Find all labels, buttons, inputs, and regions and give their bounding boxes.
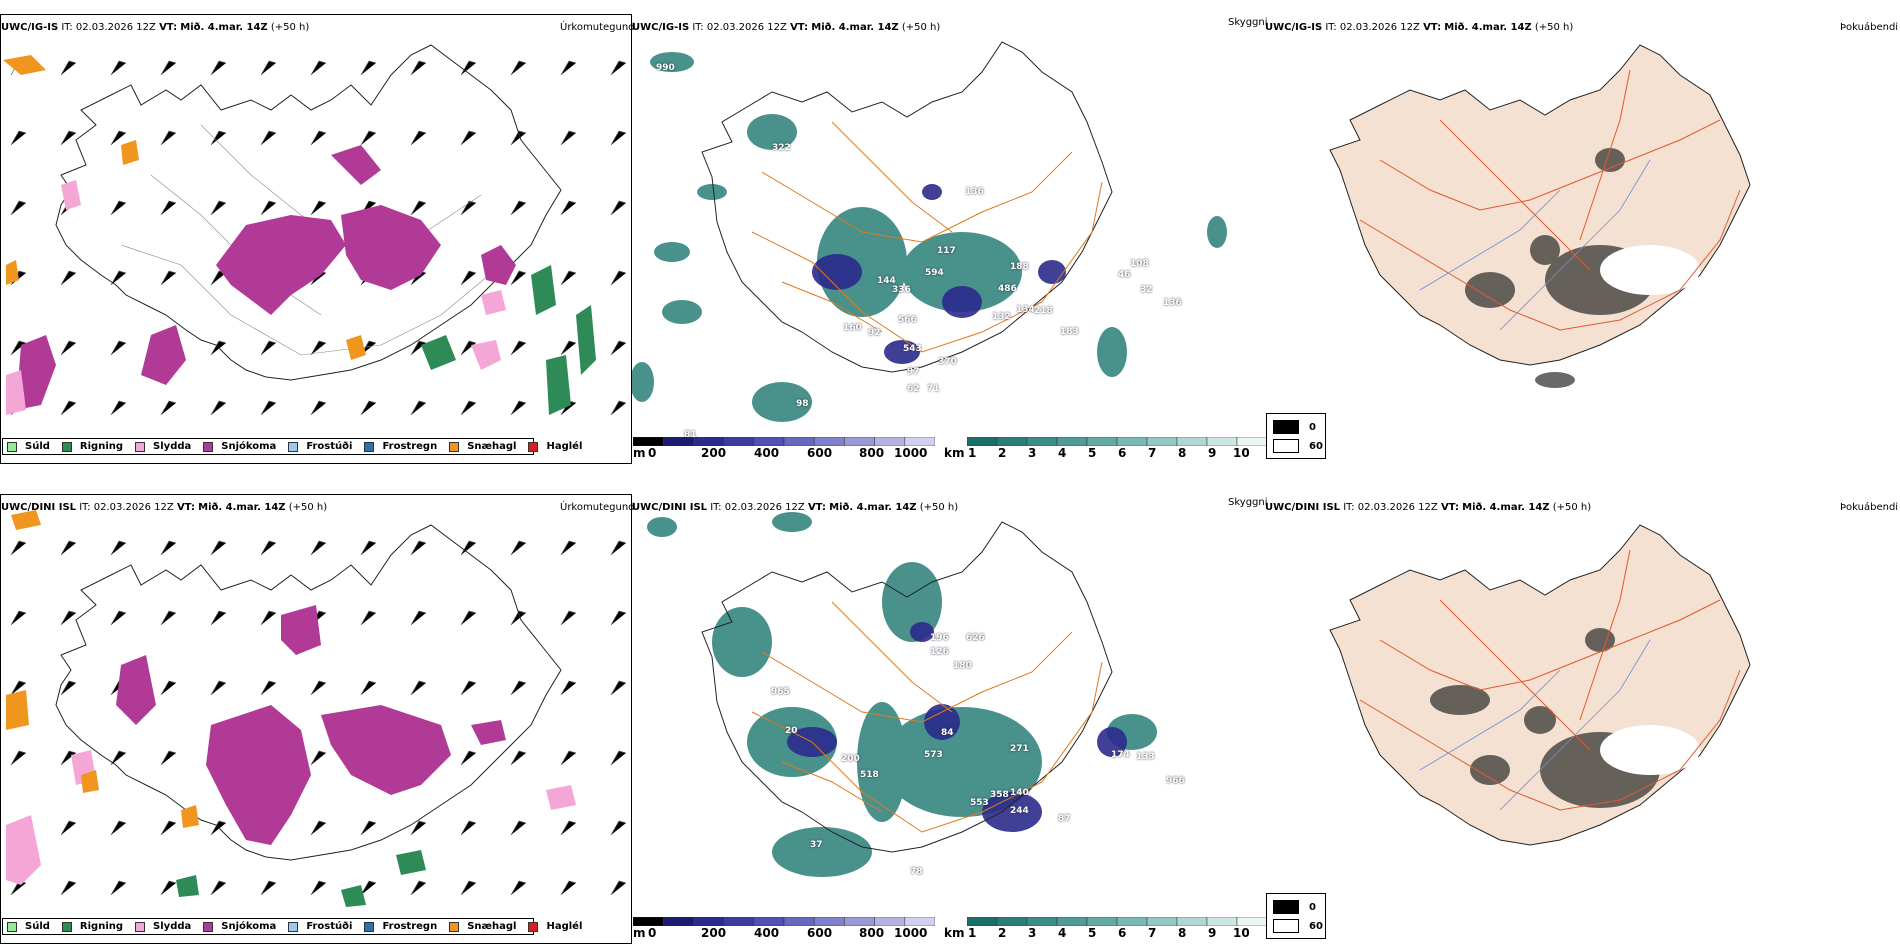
legend-item: Frostúði <box>288 441 352 452</box>
fog-map-2 <box>1329 524 1751 846</box>
visibility-unit-1: km <box>944 446 965 460</box>
it-value: 02.03.2026 12Z <box>75 22 156 33</box>
vt-value: Mið. 4.mar. 14Z <box>180 22 268 33</box>
cloudbase-unit-2: m <box>633 926 646 940</box>
precip-rain <box>421 265 596 415</box>
fog-map-1 <box>1329 44 1751 388</box>
visibility-tick: 2 <box>998 926 1007 940</box>
precip-title-2: Úrkomutegund <box>560 502 635 513</box>
cloudbase-tick: 400 <box>754 926 780 940</box>
legend-item: Frostregn <box>364 441 437 452</box>
it-label: IT: <box>61 22 73 33</box>
cloudbase-colorbar-1 <box>633 437 935 446</box>
cloudbase-colorbar-2 <box>633 917 935 926</box>
cloud-title-1: Skyggni <box>1228 17 1268 28</box>
vt-label: VT: <box>159 22 178 33</box>
precip-map-frame-1 <box>0 14 632 464</box>
precip-legend-2: Súld Rigning Slydda Snjókoma Frostúði Fr… <box>2 918 582 935</box>
fog-legend-2: 0 60 <box>1266 893 1326 939</box>
iceland-outline <box>701 41 1113 373</box>
cloud-header-2: UWC/DINI ISL IT: 02.03.2026 12Z VT: Mið.… <box>632 502 959 513</box>
legend-item: Rigning <box>61 921 123 932</box>
iceland-outline <box>55 44 562 381</box>
cloud-vis-map-2 <box>647 512 1157 877</box>
legend-item: Snæhagl <box>449 921 516 932</box>
legend-item: Snæhagl <box>449 441 516 452</box>
legend-item: Frostúði <box>288 921 352 932</box>
cloudbase-tick: 400 <box>754 446 780 460</box>
legend-item: Snjókoma <box>203 441 276 452</box>
visibility-tick: 9 <box>1208 926 1217 940</box>
lead-time: (+50 h) <box>270 22 310 33</box>
precip-type-map-2 <box>6 510 627 907</box>
legend-item: Haglél <box>528 921 582 932</box>
visibility-unit-2: km <box>944 926 965 940</box>
fog-title-1: Þokuábendi <box>1840 22 1899 33</box>
visibility-tick: 3 <box>1028 446 1037 460</box>
visibility-tick: 4 <box>1058 446 1067 460</box>
legend-item: Rigning <box>61 441 123 452</box>
visibility-colorbar-1 <box>967 437 1267 446</box>
iceland-outline <box>701 521 1113 853</box>
fog-header-1: UWC/IG-IS IT: 02.03.2026 12Z VT: Mið. 4.… <box>1265 22 1574 33</box>
precip-type-map-1 <box>3 44 627 416</box>
precip-header-1: UWC/IG-IS IT: 02.03.2026 12Z VT: Mið. 4.… <box>1 22 309 33</box>
iceland-land <box>1329 524 1751 846</box>
iceland-land <box>1329 44 1751 366</box>
visibility-tick: 10 <box>1233 446 1250 460</box>
cloudbase-tick: 1000 <box>894 446 928 460</box>
cloudbase-tick: 200 <box>701 446 727 460</box>
precip-sleet <box>6 180 506 415</box>
cloudbase-tick: 800 <box>859 446 885 460</box>
cloudbase-tick: 600 <box>807 926 833 940</box>
cloudbase-tick: 800 <box>859 926 885 940</box>
visibility-tick: 9 <box>1208 446 1217 460</box>
visibility-tick: 7 <box>1148 926 1157 940</box>
legend-item: Súld <box>7 441 50 452</box>
visibility-tick: 1 <box>968 446 977 460</box>
visibility-tick: 4 <box>1058 926 1067 940</box>
precip-title-1: Úrkomutegund <box>560 22 635 33</box>
fog-legend-1: 0 60 <box>1266 413 1326 459</box>
precip-legend-1: Súld Rigning Slydda Snjókoma Frostúði Fr… <box>2 438 582 455</box>
cloud-vis-map-1 <box>632 41 1227 422</box>
cloud-title-2: Skyggni <box>1228 497 1268 508</box>
iceland-outline <box>55 524 562 861</box>
visibility-tick: 6 <box>1118 446 1127 460</box>
cloudbase-tick: 1000 <box>894 926 928 940</box>
cloudbase-tick: 0 <box>648 926 657 940</box>
fog-header-2: UWC/DINI ISL IT: 02.03.2026 12Z VT: Mið.… <box>1265 502 1592 513</box>
visibility-tick: 2 <box>998 446 1007 460</box>
precip-snow <box>16 145 516 410</box>
cloudbase-unit-1: m <box>633 446 646 460</box>
visibility-tick: 7 <box>1148 446 1157 460</box>
visibility-colorbar-2 <box>967 917 1267 926</box>
model-name: UWC/IG-IS <box>1 22 59 33</box>
row-1: UWC/IG-IS IT: 02.03.2026 12Z VT: Mið. 4.… <box>0 0 1900 470</box>
precip-map-frame-2 <box>0 494 632 944</box>
legend-item: Súld <box>7 921 50 932</box>
visibility-tick: 8 <box>1178 446 1187 460</box>
visibility-tick: 10 <box>1233 926 1250 940</box>
visibility-tick: 1 <box>968 926 977 940</box>
legend-item: Haglél <box>528 441 582 452</box>
visibility-tick: 5 <box>1088 926 1097 940</box>
fog-title-2: Þokuábendi <box>1840 502 1899 513</box>
legend-item: Frostregn <box>364 921 437 932</box>
visibility-tick: 5 <box>1088 446 1097 460</box>
legend-item: Snjókoma <box>203 921 276 932</box>
wind-barbs <box>10 60 627 416</box>
visibility-tick: 3 <box>1028 926 1037 940</box>
precip-graupel <box>3 55 366 360</box>
cloud-header-1: UWC/IG-IS IT: 02.03.2026 12Z VT: Mið. 4.… <box>632 22 941 33</box>
cloudbase-tick: 200 <box>701 926 727 940</box>
row-2: UWC/DINI ISL IT: 02.03.2026 12Z VT: Mið.… <box>0 480 1900 950</box>
cloudbase-tick: 0 <box>648 446 657 460</box>
visibility-tick: 6 <box>1118 926 1127 940</box>
legend-item: Slydda <box>135 441 191 452</box>
cloudbase-tick: 600 <box>807 446 833 460</box>
legend-item: Slydda <box>135 921 191 932</box>
precip-header-2: UWC/DINI ISL IT: 02.03.2026 12Z VT: Mið.… <box>1 502 328 513</box>
visibility-tick: 8 <box>1178 926 1187 940</box>
